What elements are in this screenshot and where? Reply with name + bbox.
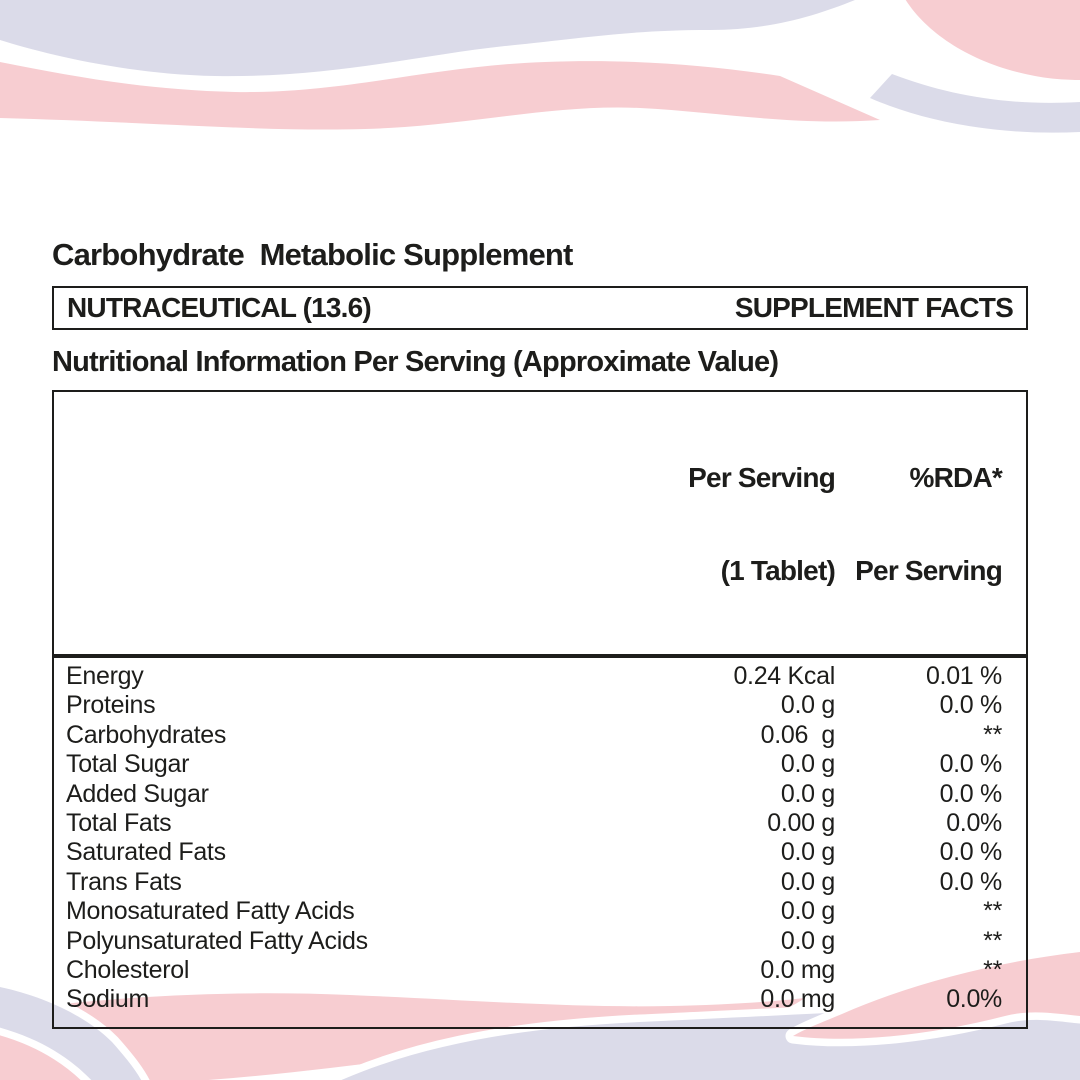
rda-header-line2: Per Serving — [855, 555, 1003, 586]
rda-header-line1: %RDA* — [909, 462, 1003, 493]
per-serving-header-line1: Per Serving — [688, 462, 836, 493]
rda-value: 0.01 % — [925, 662, 1002, 690]
per-serving-header-line2: (1 Tablet) — [720, 555, 836, 586]
top-pink-ribbon-shape — [0, 53, 888, 138]
bottom-right-pink-band-shape — [785, 944, 1080, 1047]
rda-value: ** — [983, 720, 1002, 749]
rda-value: 0.0 % — [939, 691, 1003, 720]
rda-column-header: %RDA* Per Serving — [854, 400, 1026, 648]
table-row: Polyunsaturated Fatty Acids 0.0 g ** — [54, 927, 1026, 956]
table-row: Carbohydrates 0.06 g ** — [54, 721, 1026, 750]
bottom-pink-band-shape — [0, 993, 805, 1080]
table-row: Saturated Fats 0.0 g 0.0 % — [54, 838, 1026, 867]
table-row: Trans Fats 0.0 g 0.0 % — [54, 868, 1026, 897]
nutrient-label: Total Sugar — [66, 750, 190, 779]
rda-value: 0.0 % — [939, 838, 1003, 867]
table-row: Proteins 0.0 g 0.0 % — [54, 691, 1026, 720]
table-row: Cholesterol 0.0 mg ** — [54, 956, 1026, 985]
table-row: Total Sugar 0.0 g 0.0 % — [54, 750, 1026, 779]
supplement-facts-label: SUPPLEMENT FACTS — [734, 292, 1014, 323]
top-corner-pink-blob-shape — [905, 0, 1080, 80]
label-content: Carbohydrate Metabolic Supplement NUTRAC… — [52, 238, 1028, 1029]
table-row: Monosaturated Fatty Acids 0.0 g ** — [54, 897, 1026, 926]
nutrient-label: Carbohydrates — [66, 720, 227, 749]
per-serving-value: 0.06 g — [760, 720, 836, 749]
table-header-row: Per Serving (1 Tablet) %RDA* Per Serving — [54, 392, 1026, 658]
per-serving-value: 0.0 g — [780, 750, 835, 779]
nutrient-label: Trans Fats — [66, 867, 182, 896]
rda-value: ** — [983, 926, 1002, 955]
per-serving-value: 0.0 g — [780, 867, 835, 896]
top-wave-decoration — [0, 0, 1080, 141]
bottom-wave-decoration — [0, 944, 1080, 1080]
nutrient-label: Sodium — [66, 985, 149, 1014]
per-serving-value: 0.0 g — [780, 926, 835, 955]
rda-value: ** — [983, 897, 1002, 926]
nutrient-label: Total Fats — [66, 809, 172, 838]
nutrient-label: Monosaturated Fatty Acids — [66, 897, 355, 926]
per-serving-column-header: Per Serving (1 Tablet) — [624, 400, 854, 648]
table-row: Added Sugar 0.0 g 0.0 % — [54, 780, 1026, 809]
rda-value: 0.0 % — [939, 867, 1003, 896]
nutrient-label: Cholesterol — [66, 956, 190, 985]
per-serving-value: 0.00 g — [767, 809, 835, 838]
page-title: Carbohydrate Metabolic Supplement — [52, 237, 573, 272]
per-serving-value: 0.0 mg — [760, 985, 835, 1014]
rda-value: 0.0 % — [939, 779, 1003, 808]
per-serving-value: 0.0 g — [780, 779, 835, 808]
nutritional-info-heading: Nutritional Information Per Serving (App… — [52, 346, 779, 378]
header-spacer — [54, 400, 624, 648]
per-serving-value: 0.0 mg — [760, 956, 835, 985]
table-row: Total Fats 0.00 g 0.0% — [54, 809, 1026, 838]
rda-value: 0.0% — [946, 985, 1002, 1014]
table-row: Sodium 0.0 mg 0.0% — [54, 985, 1026, 1014]
rda-value: 0.0 % — [939, 750, 1003, 779]
rda-value: 0.0% — [946, 809, 1002, 838]
facts-table-body: Energy 0.24 Kcal 0.01 % Proteins 0.0 g 0… — [54, 658, 1026, 1027]
per-serving-value: 0.0 g — [780, 897, 835, 926]
nutrient-label: Polyunsaturated Fatty Acids — [66, 926, 368, 955]
per-serving-value: 0.0 g — [780, 691, 835, 720]
top-lavender-wave-shape — [0, 0, 855, 77]
bottom-left-lavender-wedge-shape — [0, 979, 150, 1080]
nutrient-label: Saturated Fats — [66, 838, 226, 867]
nutraceutical-code-label: NUTRACEUTICAL (13.6) — [67, 292, 372, 323]
nutrient-label: Energy — [66, 662, 144, 690]
rda-value: ** — [983, 956, 1002, 985]
table-row: Energy 0.24 Kcal 0.01 % — [54, 662, 1026, 691]
nutrition-facts-table: Per Serving (1 Tablet) %RDA* Per Serving… — [52, 390, 1028, 1029]
per-serving-value: 0.24 Kcal — [733, 662, 835, 690]
nutrient-label: Proteins — [66, 691, 156, 720]
supplement-facts-bar: NUTRACEUTICAL (13.6) SUPPLEMENT FACTS — [52, 286, 1028, 330]
per-serving-value: 0.0 g — [780, 838, 835, 867]
nutrient-label: Added Sugar — [66, 779, 209, 808]
